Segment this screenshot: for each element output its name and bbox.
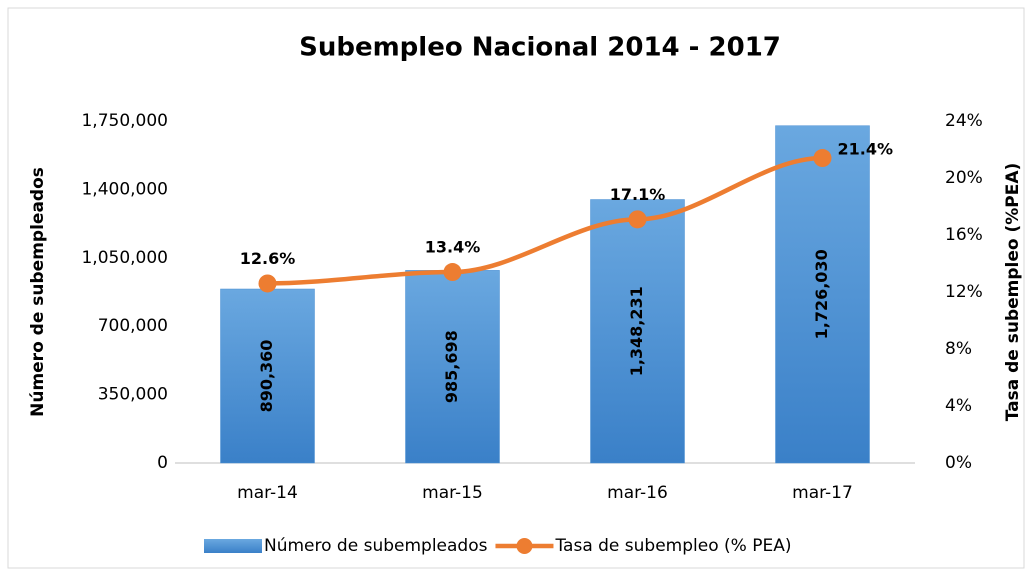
y-tick-label: 700,000 [98,316,168,336]
x-tick-label: mar-15 [422,483,483,503]
line-point [443,263,462,282]
y2-tick-label: 8% [945,339,972,359]
y2-tick-label: 24% [945,111,983,131]
x-tick-label: mar-16 [607,483,668,503]
x-tick-label: mar-14 [237,483,298,503]
legend-swatch [204,539,262,553]
y2-tick-label: 4% [945,396,972,416]
line [267,155,823,286]
x-tick-label: mar-17 [792,483,853,503]
bar-value-label: 890,360 [257,340,276,413]
y2-tick-label: 12% [945,282,983,302]
bar [590,199,685,464]
y2-tick-label: 16% [945,225,983,245]
legend-swatch-marker [516,538,533,554]
line-value-label: 21.4% [838,140,894,159]
chart-border [7,7,1025,569]
bar-value-label: 1,726,030 [812,249,831,339]
legend-label: Tasa de subempleo (% PEA) [554,536,791,556]
line-point [813,149,832,168]
bar-value-label: 1,348,231 [627,286,646,376]
line-point [258,274,277,293]
bar [220,288,315,464]
y2-tick-label: 0% [945,453,972,473]
y-tick-label: 1,400,000 [81,179,168,199]
bar [405,270,500,464]
line-value-label: 13.4% [425,238,481,257]
line-point [628,210,647,229]
line-value-label: 17.1% [610,185,666,204]
bar [775,125,870,464]
y-tick-label: 0 [157,453,168,473]
y-axis-title: Número de subempleados [28,167,48,417]
y2-tick-label: 20% [945,168,983,188]
bar-value-label: 985,698 [442,330,461,403]
chart-title: Subempleo Nacional 2014 - 2017 [299,33,781,63]
y-tick-label: 1,050,000 [81,248,168,268]
y-tick-label: 350,000 [98,385,168,405]
line-value-label: 12.6% [240,249,296,268]
y2-axis-title: Tasa de subempleo (%PEA) [1003,163,1023,422]
legend-label: Número de subempleados [264,536,488,556]
y-tick-label: 1,750,000 [81,111,168,131]
